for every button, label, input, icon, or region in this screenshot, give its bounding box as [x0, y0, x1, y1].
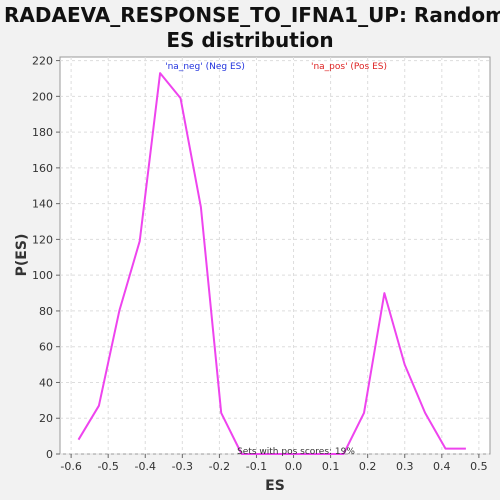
- x-tick-label: 0.3: [396, 460, 414, 473]
- y-tick-label: 40: [39, 376, 53, 389]
- y-tick-label: 140: [32, 198, 53, 211]
- grid-lines: [60, 57, 490, 455]
- x-tick-label: 0.2: [359, 460, 377, 473]
- annotation-pos: 'na_pos' (Pos ES): [311, 62, 387, 72]
- x-tick-label: -0.5: [97, 460, 118, 473]
- annotation-sets-pos: Sets with pos scores: 19%: [237, 447, 355, 457]
- chart-title-line-1: RADAEVA_RESPONSE_TO_IFNA1_UP: Random: [4, 3, 500, 27]
- annotation-neg: 'na_neg' (Neg ES): [165, 62, 245, 72]
- x-tick-label: -0.6: [60, 460, 81, 473]
- x-tick-label: -0.3: [172, 460, 193, 473]
- chart-title-line-2: ES distribution: [166, 28, 333, 52]
- y-tick-label: 160: [32, 162, 53, 175]
- y-tick-label: 20: [39, 412, 53, 425]
- y-tick-label: 80: [39, 305, 53, 318]
- y-tick-label: 0: [46, 448, 53, 461]
- x-tick-label: -0.2: [209, 460, 230, 473]
- x-tick-label: 0.4: [433, 460, 451, 473]
- x-axis-label: ES: [265, 478, 285, 494]
- y-tick-label: 100: [32, 269, 53, 282]
- x-tick-label: 0.0: [285, 460, 303, 473]
- y-tick-label: 180: [32, 126, 53, 139]
- x-tick-label: -0.1: [246, 460, 267, 473]
- x-tick-label: 0.1: [322, 460, 340, 473]
- y-tick-label: 60: [39, 341, 53, 354]
- y-axis-ticks: 0 20 40 60 80 100 120 140 160 180 200 220: [32, 55, 60, 461]
- y-tick-label: 120: [32, 233, 53, 246]
- y-axis-label: P(ES): [14, 234, 30, 277]
- series-line: [77, 72, 466, 455]
- x-tick-label: 0.5: [470, 460, 488, 473]
- series-layer: [77, 72, 466, 455]
- y-tick-label: 220: [32, 55, 53, 68]
- plot-area: [59, 56, 491, 455]
- y-tick-label: 200: [32, 90, 53, 103]
- x-tick-label: -0.4: [135, 460, 156, 473]
- x-axis-ticks: -0.6 -0.5 -0.4 -0.3 -0.2 -0.1 0.0 0.1 0.2 0.3 0.4 0…: [60, 454, 488, 473]
